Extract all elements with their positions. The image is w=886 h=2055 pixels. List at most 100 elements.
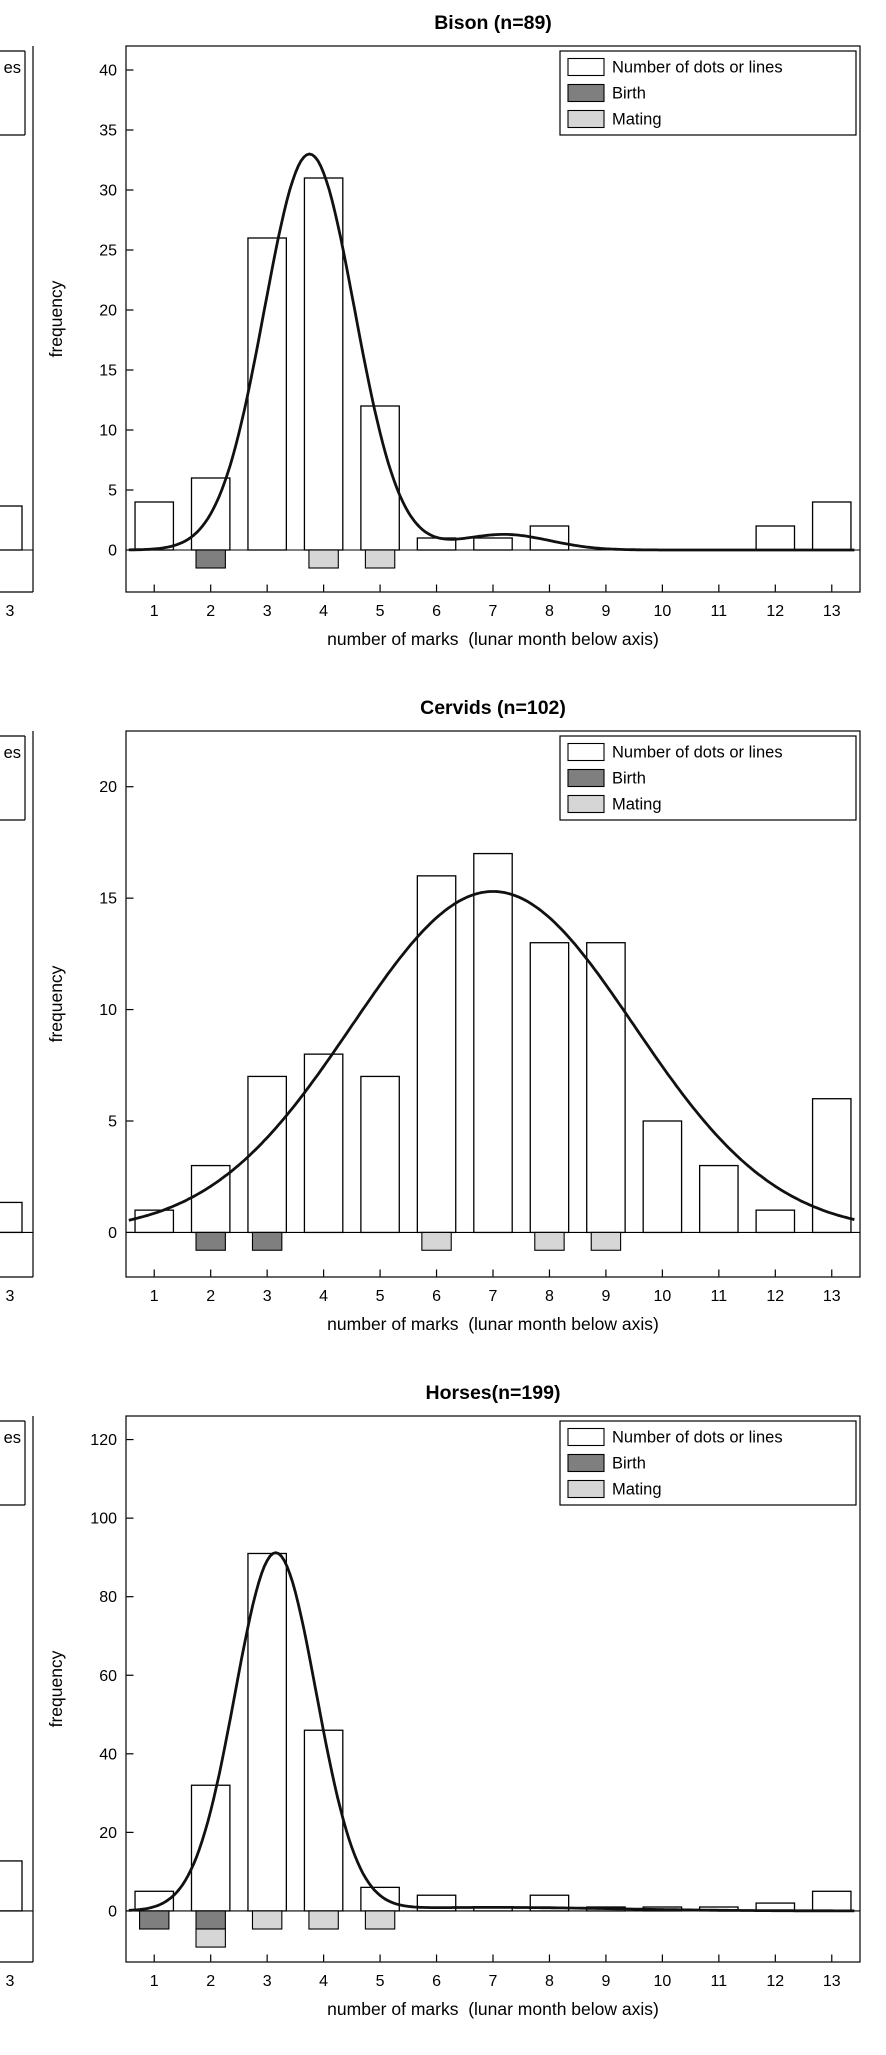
- cropped-left-chart-fragment: es 3: [0, 46, 34, 620]
- cropped-x-tick-label-fragment: 3: [6, 1288, 15, 1305]
- x-tick-label: 1: [150, 1288, 159, 1305]
- x-tick-label: 4: [319, 1973, 328, 1990]
- birth-month-mark: [195, 549, 226, 569]
- cropped-x-tick-label-fragment: 3: [6, 1973, 15, 1990]
- mating-month-mark: [251, 1910, 283, 1930]
- cropped-left-chart-fragment: es 3: [0, 1416, 34, 1990]
- x-tick-label: 3: [263, 603, 272, 620]
- y-tick-label: 30: [99, 183, 117, 200]
- legend-swatch: [567, 768, 605, 788]
- x-tick-label: 6: [432, 1288, 441, 1305]
- histogram-bar: [698, 1164, 739, 1234]
- cropped-histogram-bar-fragment: [0, 1201, 23, 1234]
- y-tick-label: 80: [99, 1589, 117, 1606]
- legend-label: Number of dots or lines: [612, 744, 783, 762]
- x-tick-label: 10: [653, 1288, 671, 1305]
- y-tick-label: 0: [108, 1225, 117, 1242]
- x-tick-label: 6: [432, 603, 441, 620]
- y-tick-label: 0: [108, 543, 117, 560]
- histogram-bar: [134, 501, 175, 551]
- histogram-bar: [473, 852, 513, 1234]
- legend-swatch: [567, 742, 605, 762]
- chart-title: Bison (n=89): [434, 12, 552, 34]
- legend-label: Number of dots or lines: [612, 1429, 783, 1447]
- histogram-bar: [755, 525, 796, 551]
- legend-label: Birth: [612, 85, 646, 103]
- chart-title: Horses(n=199): [426, 1382, 561, 1404]
- y-tick-label: 5: [108, 483, 117, 500]
- legend-swatch: [567, 83, 605, 103]
- y-tick-label: 10: [99, 423, 117, 440]
- y-tick-label: 10: [99, 1002, 117, 1019]
- x-tick-label: 1: [150, 603, 159, 620]
- y-tick-label: 0: [108, 1903, 117, 1920]
- x-tick-label: 5: [376, 603, 385, 620]
- x-tick-label: 2: [206, 603, 215, 620]
- mating-month-mark: [308, 1910, 339, 1930]
- x-tick-label: 5: [376, 1288, 385, 1305]
- histogram-bar: [416, 875, 457, 1234]
- y-axis-label: frequency: [46, 1650, 66, 1727]
- histogram-bar: [586, 942, 626, 1234]
- y-tick-label: 15: [99, 891, 117, 908]
- y-tick-label: 35: [99, 123, 117, 140]
- mating-month-mark: [364, 1910, 396, 1930]
- distribution-fit-curve: [128, 152, 855, 552]
- x-tick-label: 2: [206, 1973, 215, 1990]
- cropped-legend-text-fragment: es: [4, 59, 21, 77]
- x-axis-label: number of marks (lunar month below axis): [327, 1314, 659, 1334]
- distribution-fit-curve: [128, 1551, 855, 1913]
- legend-box: [559, 1420, 857, 1506]
- legend-swatch: [567, 794, 605, 814]
- x-axis-label: number of marks (lunar month below axis): [327, 629, 659, 649]
- histogram-bar: [190, 1784, 231, 1912]
- histogram-bar: [529, 942, 570, 1234]
- x-tick-label: 11: [711, 1288, 728, 1305]
- y-axis-label: frequency: [46, 280, 66, 357]
- y-tick-label: 15: [99, 363, 117, 380]
- chart-row-bison: es 3 0 5 10 15 20 25 30 35 40 1 2 3 4 5 6 7 8 9 10 11 12 13 Num…: [0, 0, 886, 685]
- legend-swatch: [567, 109, 605, 129]
- cropped-x-tick-label-fragment: 3: [6, 603, 15, 620]
- x-tick-label: 3: [263, 1973, 272, 1990]
- chart-title: Cervids (n=102): [420, 697, 566, 719]
- birth-month-mark: [251, 1231, 283, 1251]
- chart-row-horses: es 3 0 20 40 60 80 100 120 1 2 3 4 5 6 7 8 9 10 11 12 13 Numb…: [0, 1370, 886, 2055]
- birth-month-mark: [195, 1910, 226, 1930]
- legend-label: Number of dots or lines: [612, 59, 783, 77]
- x-tick-label: 10: [653, 603, 671, 620]
- histogram-bar: [247, 237, 288, 551]
- legend-label: Birth: [612, 770, 646, 788]
- x-tick-label: 13: [823, 1288, 841, 1305]
- x-tick-label: 9: [601, 1973, 610, 1990]
- mating-month-mark: [195, 1928, 226, 1948]
- x-tick-label: 7: [489, 1973, 498, 1990]
- cropped-legend-text-fragment: es: [4, 1429, 21, 1447]
- x-tick-label: 2: [206, 1288, 215, 1305]
- histogram-bar: [473, 537, 513, 551]
- x-tick-label: 10: [653, 1973, 671, 1990]
- histogram-bar: [303, 1729, 344, 1912]
- histogram-bar: [642, 1120, 683, 1234]
- x-tick-label: 13: [823, 603, 841, 620]
- chart-row-cervids: es 3 0 5 10 15 20 1 2 3 4 5 6 7 8 9 10 11 12 13 Number of d…: [0, 685, 886, 1370]
- x-tick-label: 4: [319, 1288, 328, 1305]
- cropped-histogram-bar-fragment: [0, 505, 23, 551]
- histogram-bar: [755, 1209, 796, 1234]
- x-tick-label: 12: [766, 603, 784, 620]
- x-tick-label: 1: [150, 1973, 159, 1990]
- y-tick-label: 20: [99, 303, 117, 320]
- x-tick-label: 12: [766, 1288, 784, 1305]
- x-tick-label: 11: [711, 603, 728, 620]
- x-tick-label: 12: [766, 1973, 784, 1990]
- histogram-bar: [360, 1075, 400, 1234]
- x-tick-label: 4: [319, 603, 328, 620]
- y-axis-label: frequency: [46, 965, 66, 1042]
- x-tick-label: 5: [376, 1973, 385, 1990]
- x-tick-label: 9: [601, 603, 610, 620]
- mating-month-mark: [364, 549, 396, 569]
- cropped-histogram-bar-fragment: [0, 1860, 23, 1912]
